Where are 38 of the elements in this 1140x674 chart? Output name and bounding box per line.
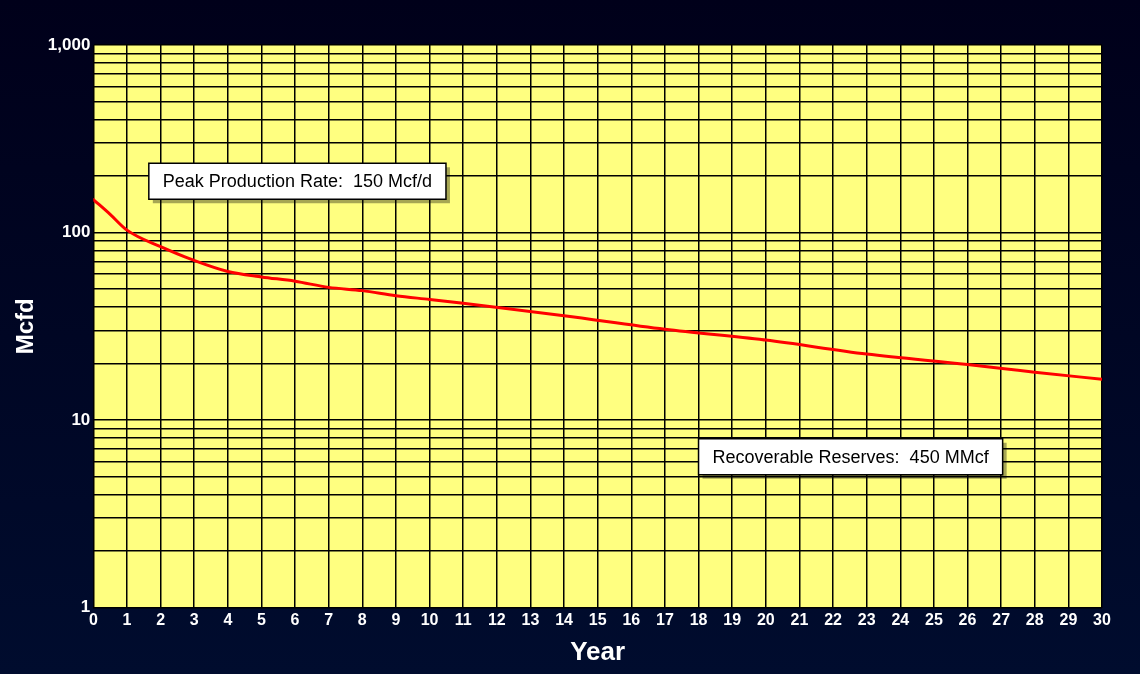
x-tick-label: 6 xyxy=(290,610,300,628)
x-tick-label: 27 xyxy=(992,610,1011,628)
x-tick-label: 18 xyxy=(689,610,708,628)
x-tick-label: 1 xyxy=(122,610,132,628)
x-tick-label: 19 xyxy=(723,610,742,628)
x-tick-label: 2 xyxy=(156,610,166,628)
x-tick-label: 30 xyxy=(1093,610,1111,628)
y-tick-label: 10 xyxy=(71,409,91,429)
x-tick-label: 29 xyxy=(1059,610,1078,628)
x-tick-label: 24 xyxy=(891,610,910,628)
annotation: Recoverable Reserves: 450 MMcf xyxy=(712,446,990,467)
y-tick-label: 1,000 xyxy=(47,34,91,54)
x-tick-label: 7 xyxy=(324,610,334,628)
x-tick-label: 4 xyxy=(223,610,233,628)
x-tick-label: 20 xyxy=(756,610,775,628)
x-tick-label: 10 xyxy=(420,610,439,628)
x-axis-title: Year xyxy=(570,635,626,666)
x-tick-label: 5 xyxy=(257,610,266,628)
x-tick-label: 25 xyxy=(924,610,943,628)
x-tick-label: 28 xyxy=(1025,610,1044,628)
x-tick-label: 3 xyxy=(189,610,199,628)
x-tick-label: 21 xyxy=(790,610,809,628)
y-axis-title: Mcfd xyxy=(11,298,39,355)
x-tick-label: 22 xyxy=(824,610,843,628)
x-tick-label: 15 xyxy=(588,610,607,628)
annotation: Peak Production Rate: 150 Mcf/d xyxy=(162,171,432,192)
line-series xyxy=(93,198,1102,381)
x-tick-label: 17 xyxy=(656,610,674,628)
x-tick-label: 26 xyxy=(958,610,977,628)
x-tick-label: 11 xyxy=(454,610,472,628)
x-tick-label: 23 xyxy=(857,610,876,628)
x-tick-label: 13 xyxy=(521,610,540,628)
x-tick-label: 9 xyxy=(391,610,401,628)
y-tick-label: 100 xyxy=(61,222,91,242)
x-tick-label: 16 xyxy=(622,610,641,628)
x-tick-label: 8 xyxy=(357,610,367,628)
x-tick-label: 12 xyxy=(487,610,506,628)
x-tick-label: 14 xyxy=(555,610,574,628)
